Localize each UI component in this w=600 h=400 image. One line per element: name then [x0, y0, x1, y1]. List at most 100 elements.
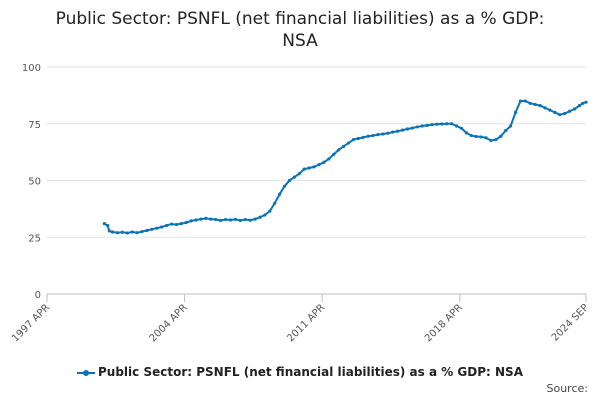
y-tick-label: 50 — [28, 177, 41, 188]
data-point — [572, 107, 577, 111]
data-point — [376, 133, 380, 137]
y-tick-label: 100 — [22, 63, 41, 74]
legend-line-marker-icon — [77, 368, 95, 378]
data-point — [102, 222, 106, 226]
data-point — [332, 152, 336, 156]
data-point — [135, 231, 139, 235]
data-point — [464, 131, 468, 135]
data-point — [381, 132, 385, 136]
x-tick-label: 2004 APR — [148, 302, 190, 344]
data-point — [115, 231, 120, 235]
data-point — [405, 127, 410, 131]
data-point — [297, 172, 301, 176]
data-point — [366, 134, 370, 138]
y-tick-label: 25 — [28, 233, 41, 244]
chart-title-line-1: Public Sector: PSNFL (net financial liab… — [55, 9, 545, 29]
data-point — [356, 136, 360, 141]
data-point — [130, 230, 134, 234]
data-point — [337, 148, 341, 152]
data-point — [450, 122, 454, 126]
data-point — [558, 113, 562, 117]
data-point — [253, 217, 257, 221]
data-point — [174, 222, 179, 227]
chart-legend[interactable]: Public Sector: PSNFL (net financial liab… — [0, 365, 600, 379]
data-point — [263, 213, 267, 217]
data-point — [194, 218, 198, 222]
data-point — [327, 157, 331, 161]
data-point — [322, 160, 326, 164]
data-point — [307, 166, 311, 170]
data-point — [386, 131, 390, 135]
data-point — [430, 123, 434, 127]
data-point — [238, 218, 242, 223]
data-point — [459, 126, 464, 130]
data-point — [548, 108, 552, 112]
data-point — [489, 138, 493, 143]
data-point — [204, 216, 208, 221]
data-point — [317, 163, 321, 167]
data-point — [312, 165, 316, 169]
data-point — [391, 130, 395, 134]
data-point — [120, 230, 124, 234]
data-point — [371, 133, 375, 138]
data-point — [219, 218, 223, 223]
data-point — [228, 218, 233, 222]
data-point — [410, 126, 414, 130]
data-point — [425, 123, 429, 127]
data-point — [223, 217, 228, 222]
data-point — [543, 106, 547, 110]
x-tick-label: 2024 SEP — [550, 302, 591, 343]
data-point — [396, 129, 400, 133]
data-point — [184, 220, 188, 225]
data-point — [179, 222, 183, 226]
data-point — [400, 128, 405, 132]
data-point — [258, 215, 262, 219]
data-point — [518, 99, 523, 103]
data-point — [513, 110, 518, 114]
data-point — [145, 228, 149, 233]
data-point — [341, 144, 346, 149]
x-tick-label: 2011 APR — [285, 302, 327, 344]
data-point — [233, 217, 237, 221]
data-point — [568, 109, 572, 113]
y-tick-label: 75 — [28, 120, 41, 131]
data-point — [509, 124, 513, 128]
data-point — [494, 138, 498, 142]
data-point — [278, 192, 282, 196]
data-point — [528, 101, 532, 105]
data-point — [577, 103, 582, 108]
legend-series-label: Public Sector: PSNFL (net financial liab… — [98, 365, 523, 379]
data-point — [125, 231, 129, 235]
x-tick-label: 2018 APR — [423, 302, 465, 344]
data-point — [214, 217, 218, 222]
data-point — [169, 222, 174, 226]
data-point — [415, 125, 419, 129]
data-point — [563, 111, 567, 116]
data-point — [292, 175, 296, 179]
data-point — [346, 141, 351, 145]
data-point — [499, 134, 503, 138]
data-point — [155, 226, 159, 230]
data-point — [189, 219, 193, 223]
data-point — [165, 223, 169, 228]
data-point — [268, 209, 272, 213]
data-point — [106, 223, 110, 228]
data-point — [140, 229, 144, 234]
data-point — [287, 178, 292, 183]
data-point — [248, 218, 252, 222]
data-point — [110, 230, 115, 234]
data-point — [209, 217, 213, 221]
data-point — [533, 102, 537, 107]
data-point — [435, 122, 439, 126]
data-point — [479, 135, 483, 139]
data-point — [282, 184, 287, 188]
data-point — [484, 136, 488, 140]
data-point — [469, 133, 473, 138]
data-point — [523, 99, 527, 103]
data-point — [243, 217, 247, 222]
data-point — [474, 134, 478, 139]
source-credit[interactable]: Source: — [546, 382, 589, 395]
chart-title: Public Sector: PSNFL (net financial liab… — [0, 8, 600, 52]
x-tick-label: 1997 APR — [10, 302, 52, 344]
